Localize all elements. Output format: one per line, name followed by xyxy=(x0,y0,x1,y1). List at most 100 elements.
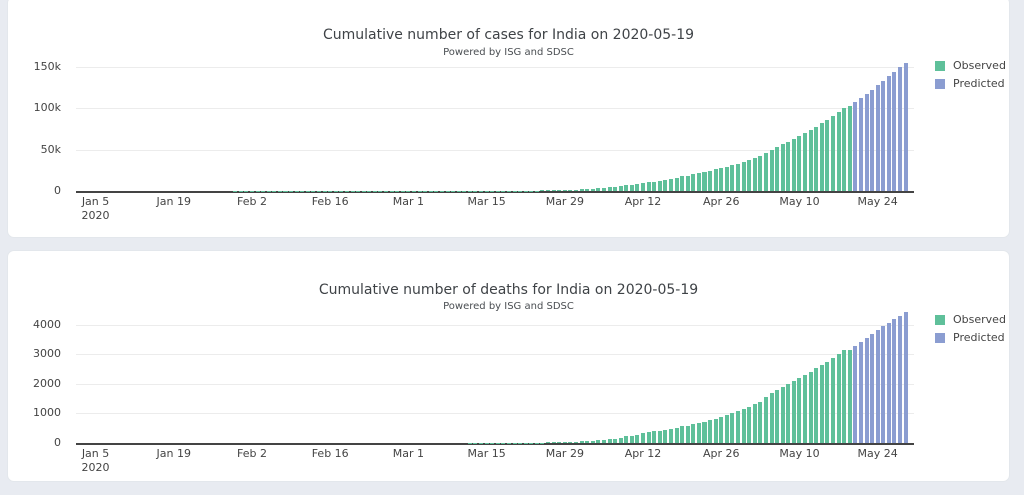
observed-bar[interactable] xyxy=(618,186,623,191)
predicted-bar[interactable] xyxy=(898,315,903,443)
predicted-bar[interactable] xyxy=(886,76,891,191)
observed-bar[interactable] xyxy=(289,190,294,191)
observed-bar[interactable] xyxy=(551,190,556,191)
observed-bar[interactable] xyxy=(579,189,584,191)
observed-bar[interactable] xyxy=(305,190,310,191)
observed-bar[interactable] xyxy=(741,162,746,191)
predicted-bar[interactable] xyxy=(892,71,897,191)
observed-bar[interactable] xyxy=(518,442,523,443)
observed-bar[interactable] xyxy=(473,190,478,191)
observed-bar[interactable] xyxy=(836,111,841,191)
observed-bar[interactable] xyxy=(641,433,646,443)
observed-bar[interactable] xyxy=(495,442,500,443)
predicted-bar[interactable] xyxy=(903,63,908,191)
observed-bar[interactable] xyxy=(523,190,528,191)
observed-bar[interactable] xyxy=(384,190,389,191)
observed-bar[interactable] xyxy=(797,377,802,443)
observed-bar[interactable] xyxy=(696,173,701,191)
predicted-bar[interactable] xyxy=(870,334,875,443)
observed-bar[interactable] xyxy=(685,175,690,191)
predicted-bar[interactable] xyxy=(853,345,858,443)
observed-bar[interactable] xyxy=(479,190,484,191)
observed-bar[interactable] xyxy=(311,190,316,191)
observed-bar[interactable] xyxy=(624,185,629,191)
observed-bar[interactable] xyxy=(663,429,668,443)
observed-bar[interactable] xyxy=(752,158,757,191)
observed-bar[interactable] xyxy=(395,190,400,191)
observed-bar[interactable] xyxy=(803,375,808,443)
predicted-bar[interactable] xyxy=(903,312,908,443)
observed-bar[interactable] xyxy=(479,442,484,443)
observed-bar[interactable] xyxy=(668,428,673,443)
observed-bar[interactable] xyxy=(546,190,551,191)
observed-bar[interactable] xyxy=(713,169,718,191)
observed-bar[interactable] xyxy=(730,413,735,443)
predicted-bar[interactable] xyxy=(898,67,903,191)
observed-bar[interactable] xyxy=(719,167,724,191)
observed-bar[interactable] xyxy=(512,190,517,191)
observed-bar[interactable] xyxy=(266,190,271,191)
observed-bar[interactable] xyxy=(674,427,679,443)
observed-bar[interactable] xyxy=(333,190,338,191)
observed-bar[interactable] xyxy=(238,190,243,191)
observed-bar[interactable] xyxy=(736,411,741,443)
observed-bar[interactable] xyxy=(406,190,411,191)
observed-bar[interactable] xyxy=(428,190,433,191)
observed-bar[interactable] xyxy=(367,190,372,191)
observed-bar[interactable] xyxy=(629,435,634,443)
predicted-bar[interactable] xyxy=(875,330,880,443)
observed-bar[interactable] xyxy=(769,150,774,191)
observed-bar[interactable] xyxy=(680,426,685,443)
observed-bar[interactable] xyxy=(758,155,763,191)
observed-bar[interactable] xyxy=(618,437,623,443)
observed-bar[interactable] xyxy=(685,425,690,443)
predicted-bar[interactable] xyxy=(881,326,886,443)
observed-bar[interactable] xyxy=(506,190,511,191)
predicted-bar[interactable] xyxy=(886,322,891,443)
observed-bar[interactable] xyxy=(657,180,662,191)
observed-bar[interactable] xyxy=(624,436,629,443)
observed-bar[interactable] xyxy=(847,105,852,191)
observed-bar[interactable] xyxy=(635,184,640,191)
observed-bar[interactable] xyxy=(255,190,260,191)
observed-bar[interactable] xyxy=(244,190,249,191)
observed-bar[interactable] xyxy=(635,434,640,443)
observed-bar[interactable] xyxy=(356,190,361,191)
predicted-bar[interactable] xyxy=(864,93,869,191)
predicted-bar[interactable] xyxy=(858,341,863,443)
observed-bar[interactable] xyxy=(657,431,662,443)
observed-bar[interactable] xyxy=(529,190,534,191)
observed-bar[interactable] xyxy=(674,178,679,191)
observed-bar[interactable] xyxy=(730,165,735,191)
observed-bar[interactable] xyxy=(473,442,478,443)
observed-bar[interactable] xyxy=(417,190,422,191)
observed-bar[interactable] xyxy=(523,442,528,443)
predicted-bar[interactable] xyxy=(875,85,880,191)
observed-bar[interactable] xyxy=(573,441,578,443)
observed-bar[interactable] xyxy=(339,190,344,191)
observed-bar[interactable] xyxy=(451,190,456,191)
observed-bar[interactable] xyxy=(691,423,696,443)
observed-bar[interactable] xyxy=(344,190,349,191)
observed-bar[interactable] xyxy=(825,361,830,443)
observed-bar[interactable] xyxy=(663,179,668,191)
observed-bar[interactable] xyxy=(495,190,500,191)
observed-bar[interactable] xyxy=(797,135,802,191)
observed-bar[interactable] xyxy=(400,190,405,191)
observed-bar[interactable] xyxy=(763,396,768,443)
observed-bar[interactable] xyxy=(803,132,808,191)
observed-bar[interactable] xyxy=(590,440,595,443)
observed-bar[interactable] xyxy=(467,190,472,191)
observed-bar[interactable] xyxy=(389,190,394,191)
predicted-bar[interactable] xyxy=(853,101,858,191)
observed-bar[interactable] xyxy=(249,190,254,191)
observed-bar[interactable] xyxy=(775,390,780,443)
observed-bar[interactable] xyxy=(317,190,322,191)
observed-bar[interactable] xyxy=(747,406,752,443)
observed-bar[interactable] xyxy=(842,349,847,443)
observed-bar[interactable] xyxy=(836,353,841,443)
predicted-bar[interactable] xyxy=(892,319,897,443)
observed-bar[interactable] xyxy=(350,190,355,191)
observed-bar[interactable] xyxy=(780,144,785,191)
observed-bar[interactable] xyxy=(629,184,634,191)
